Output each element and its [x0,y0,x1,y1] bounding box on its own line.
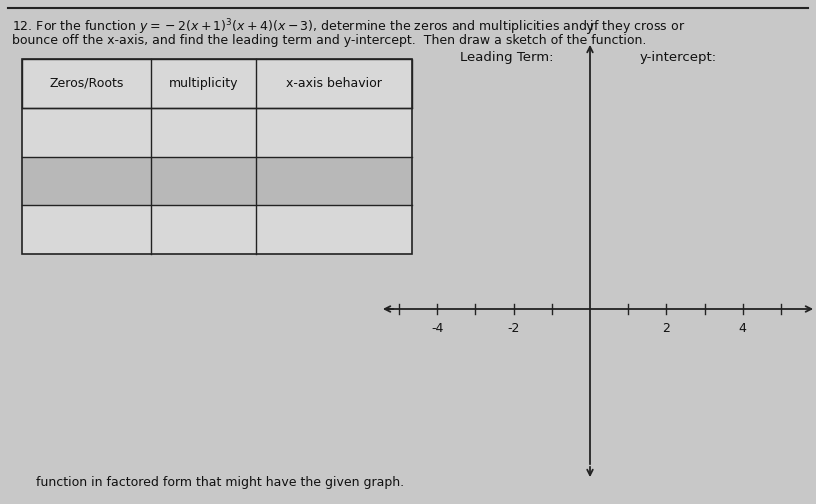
Text: y-intercept:: y-intercept: [640,51,717,64]
Text: x-axis behavior: x-axis behavior [286,77,382,90]
Text: 4: 4 [738,322,747,335]
Bar [22,59,412,108]
Bar [22,205,412,254]
Text: function in factored form that might have the given graph.: function in factored form that might hav… [36,476,404,489]
Bar [22,59,412,254]
Text: Zeros/Roots: Zeros/Roots [49,77,123,90]
Bar [22,157,412,205]
Bar [22,108,412,157]
Text: -2: -2 [508,322,520,335]
Text: multiplicity: multiplicity [169,77,238,90]
Text: bounce off the x-axis, and find the leading term and y-intercept.  Then draw a s: bounce off the x-axis, and find the lead… [12,34,646,47]
Text: Leading Term:: Leading Term: [460,51,553,64]
Text: -4: -4 [431,322,443,335]
Text: 12. For the function $y=-2(x+1)^3(x+4)(x-3)$, determine the zeros and multiplici: 12. For the function $y=-2(x+1)^3(x+4)(x… [12,17,685,37]
Text: y: y [586,20,594,34]
Text: 2: 2 [663,322,670,335]
